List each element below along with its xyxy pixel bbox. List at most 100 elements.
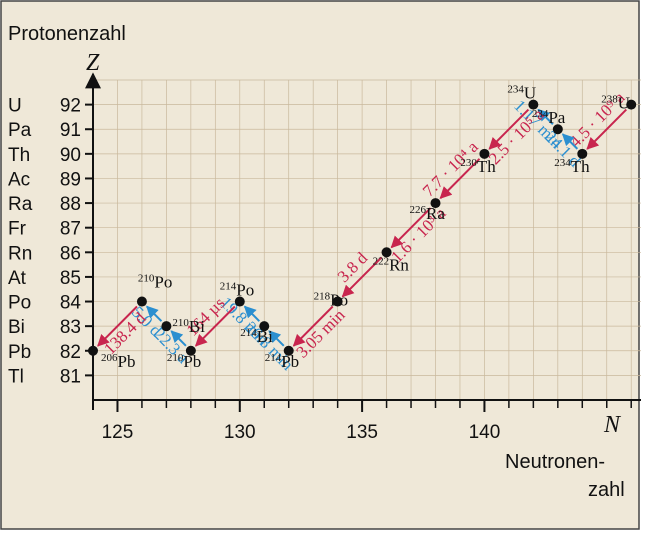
nuclide-label: 210Po (138, 273, 172, 292)
decay-arrow (292, 305, 334, 347)
element-label: At (8, 268, 27, 289)
y-tick-label: 86 (60, 243, 81, 264)
element-label: Rn (8, 243, 32, 264)
decay-arrow (146, 305, 163, 322)
mass-number: 234 (554, 157, 571, 169)
element-label: U (8, 96, 22, 117)
y-symbol: Z (86, 50, 100, 76)
nuclide-dot (234, 296, 245, 307)
nuclide-label: 226Ra (410, 204, 446, 223)
mass-number: 238 (601, 94, 618, 106)
nuclide-label: 214Pb (265, 352, 299, 371)
decay-arrow (194, 305, 236, 347)
nuclide-dot (577, 148, 588, 159)
element-symbol: Bi (189, 317, 205, 336)
x-tick-label: 135 (346, 422, 378, 443)
decay-arrow (341, 256, 383, 298)
nuclide-label: 238U (601, 94, 630, 113)
nuclide-dot (479, 148, 490, 159)
nuclide-label: 210Bi (172, 317, 205, 336)
element-symbol: U (618, 94, 630, 113)
element-symbol: Th (571, 157, 590, 176)
element-symbol: Rn (389, 255, 409, 274)
decay-arrow (390, 207, 432, 249)
x-title: zahl (588, 479, 625, 501)
decay-arrow (537, 108, 554, 125)
y-tick-label: 87 (60, 219, 81, 240)
mass-number: 214 (220, 281, 237, 293)
element-label: Fr (8, 219, 27, 240)
mass-number: 214 (240, 327, 257, 339)
nuclide-label: 234Pa (532, 108, 566, 127)
element-label: Bi (8, 317, 25, 338)
element-symbol: Th (477, 157, 496, 176)
mass-number: 210 (167, 352, 184, 364)
element-label: Po (8, 293, 31, 314)
element-label: Ac (8, 169, 30, 190)
decay-arrow (488, 108, 530, 150)
element-symbol: Pb (281, 352, 299, 371)
y-tick-label: 92 (60, 96, 81, 117)
mass-number: 234 (532, 108, 549, 120)
nuclide-label: 234Th (554, 157, 590, 176)
y-tick-label: 84 (60, 293, 82, 314)
decay-arrow (561, 133, 579, 150)
element-symbol: Bi (257, 327, 273, 346)
nuclide-dot (528, 99, 539, 110)
x-title: Neutronen- (505, 451, 605, 473)
element-label: Ra (8, 194, 33, 215)
element-symbol: Pb (183, 352, 201, 371)
y-tick-label: 91 (60, 120, 81, 141)
x-tick-label: 140 (469, 422, 501, 443)
nuclide-dot (185, 345, 196, 356)
nuclide-dot (332, 296, 343, 307)
element-symbol: Ra (426, 204, 445, 223)
y-tick-label: 90 (60, 145, 81, 166)
y-tick-label: 81 (60, 366, 81, 387)
element-symbol: Po (330, 291, 348, 310)
mass-number: 214 (265, 352, 282, 364)
element-symbol: Po (236, 281, 254, 300)
nuclide-dot (381, 247, 392, 258)
decay-arrow (268, 330, 285, 347)
nuclide-label: 214Bi (240, 327, 273, 346)
element-symbol: Pa (548, 108, 565, 127)
nuclide-dot (552, 124, 563, 135)
nuclide-dot (283, 345, 294, 356)
element-label: Pb (8, 342, 31, 363)
decay-arrow (586, 108, 627, 150)
nuclide-label: 210Pb (167, 352, 201, 371)
x-tick-label: 125 (102, 422, 134, 443)
nuclide-dot (626, 99, 637, 110)
nuclide-label: 234U (507, 84, 536, 103)
element-label: Tl (8, 366, 24, 387)
decay-arrow (439, 158, 481, 199)
nuclide-label: 214Po (220, 281, 254, 300)
decay-arrow (170, 330, 187, 347)
y-tick-label: 83 (60, 317, 81, 338)
mass-number: 210 (138, 273, 155, 285)
y-tick-label: 89 (60, 169, 81, 190)
nuclide-dot (136, 296, 147, 307)
element-label: Th (8, 145, 30, 166)
mass-number: 206 (101, 352, 118, 364)
mass-number: 210 (172, 317, 189, 329)
x-tick-label: 130 (224, 422, 256, 443)
element-symbol: Pb (118, 352, 136, 371)
y-tick-label: 85 (60, 268, 81, 289)
nuclide-label: 222Rn (373, 255, 410, 274)
element-label: Pa (8, 120, 32, 141)
nuclide-label: 230Th (460, 157, 496, 176)
nuclide-dot (430, 198, 441, 209)
x-symbol: N (603, 412, 622, 438)
nuclide-label: 206Pb (101, 352, 135, 371)
mass-number: 234 (507, 84, 524, 96)
element-symbol: U (524, 84, 536, 103)
mass-number: 230 (460, 157, 477, 169)
element-symbol: Po (154, 273, 172, 292)
y-tick-label: 88 (60, 194, 81, 215)
y-title: Protonenzahl (8, 23, 126, 45)
decay-arrow (97, 305, 138, 347)
background (0, 0, 640, 530)
